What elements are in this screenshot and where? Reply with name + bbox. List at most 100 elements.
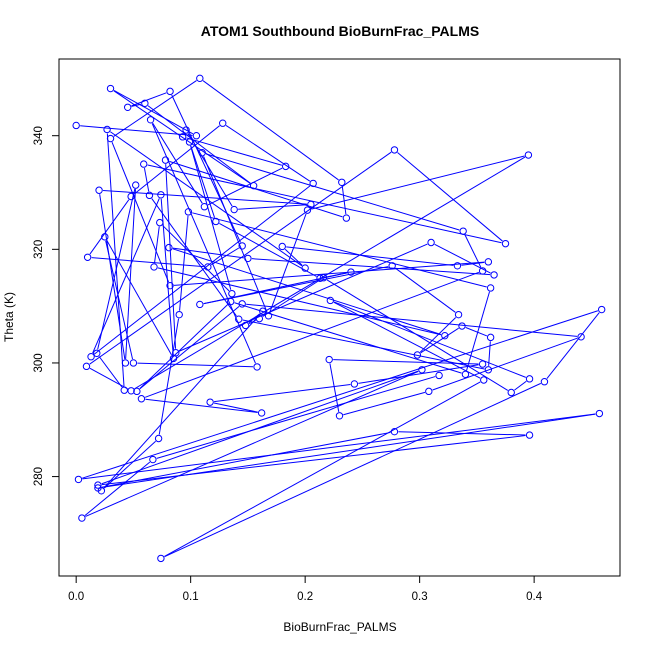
- data-point: [198, 149, 206, 157]
- data-point: [93, 349, 101, 357]
- data-point: [244, 254, 252, 263]
- data-point: [326, 296, 335, 305]
- data-point: [157, 554, 165, 563]
- series-segment: [158, 318, 180, 435]
- series-segment: [147, 164, 502, 244]
- data-point: [103, 125, 111, 134]
- data-point: [435, 371, 443, 380]
- series-segment: [172, 248, 442, 335]
- series-segment: [82, 413, 596, 480]
- y-axis-label: Theta (K): [2, 292, 16, 342]
- data-point: [577, 333, 585, 341]
- series-segment: [341, 186, 347, 215]
- series-segment: [465, 327, 488, 337]
- data-point: [257, 409, 266, 417]
- data-point: [219, 119, 227, 127]
- data-point: [166, 87, 174, 96]
- data-point: [132, 181, 140, 189]
- data-point: [418, 366, 426, 374]
- series-segment: [133, 125, 220, 195]
- series-segment: [98, 356, 123, 388]
- series-segment: [238, 204, 307, 210]
- data-point: [228, 289, 236, 298]
- data-point: [350, 380, 359, 388]
- data-point: [101, 233, 109, 241]
- x-tick-label: 0.4: [526, 591, 543, 603]
- series-segment: [269, 213, 307, 313]
- series-segment: [187, 133, 233, 207]
- data-point: [140, 160, 148, 168]
- series-segment: [131, 103, 142, 107]
- series-segment: [546, 312, 600, 379]
- series-segment: [157, 267, 442, 336]
- data-point: [441, 331, 449, 340]
- y-tick-label: 280: [33, 467, 45, 486]
- series-segment: [248, 319, 256, 325]
- data-point: [338, 178, 346, 186]
- data-point: [129, 359, 138, 367]
- data-point: [484, 366, 493, 374]
- data-point: [238, 242, 246, 250]
- x-axis-label: BioBurnFrac_PALMS: [283, 620, 396, 634]
- data-point: [123, 103, 132, 111]
- series-segment: [143, 167, 150, 192]
- series-segment: [139, 303, 229, 389]
- series-segment: [137, 362, 254, 368]
- data-point: [281, 162, 290, 171]
- data-point: [486, 333, 495, 342]
- series-segment: [219, 222, 317, 277]
- x-tick-label: 0.2: [297, 591, 313, 603]
- series-segment: [84, 461, 151, 516]
- series-segment: [125, 189, 136, 359]
- data-point: [106, 84, 115, 93]
- series-segment: [160, 198, 174, 355]
- series-segment: [464, 234, 482, 268]
- data-point: [175, 310, 183, 319]
- data-point: [182, 126, 190, 134]
- data-point: [196, 74, 204, 83]
- data-point: [413, 351, 422, 359]
- data-point: [525, 431, 534, 439]
- data-point: [335, 412, 344, 420]
- data-point: [192, 131, 201, 140]
- data-point: [150, 263, 158, 271]
- series-segment: [203, 266, 389, 305]
- series-segment: [110, 131, 303, 267]
- data-point: [166, 281, 174, 290]
- series-segment: [131, 92, 167, 107]
- data-point: [241, 321, 250, 330]
- series-segment: [466, 291, 490, 371]
- series-segment: [145, 271, 480, 398]
- series-segment: [398, 431, 526, 436]
- data-point: [459, 227, 467, 235]
- y-tick-label: 300: [33, 353, 45, 372]
- data-point: [185, 138, 194, 146]
- series-segment: [246, 303, 578, 337]
- data-point: [388, 262, 396, 270]
- data-point: [74, 475, 83, 484]
- series-segment: [113, 80, 197, 137]
- series-segment: [343, 391, 426, 416]
- chart-title: ATOM1 Southbound BioBurnFrac_PALMS: [201, 23, 479, 39]
- data-point: [458, 322, 466, 330]
- series-segment: [179, 215, 189, 311]
- data-point: [255, 314, 264, 323]
- data-point: [212, 217, 220, 226]
- data-point: [301, 264, 309, 272]
- series-segment: [214, 383, 351, 403]
- data-point: [316, 274, 324, 282]
- data-point: [259, 307, 267, 315]
- data-point: [253, 363, 261, 371]
- series-segment: [92, 198, 160, 354]
- data-point: [461, 370, 470, 379]
- series-segment: [111, 142, 170, 283]
- series-segment: [514, 380, 527, 391]
- data-point: [133, 387, 141, 396]
- series-segment: [162, 225, 230, 292]
- data-point: [94, 481, 102, 489]
- series-segment: [164, 381, 481, 557]
- series-segment: [395, 267, 456, 313]
- data-point: [154, 434, 163, 443]
- data-point: [106, 134, 115, 143]
